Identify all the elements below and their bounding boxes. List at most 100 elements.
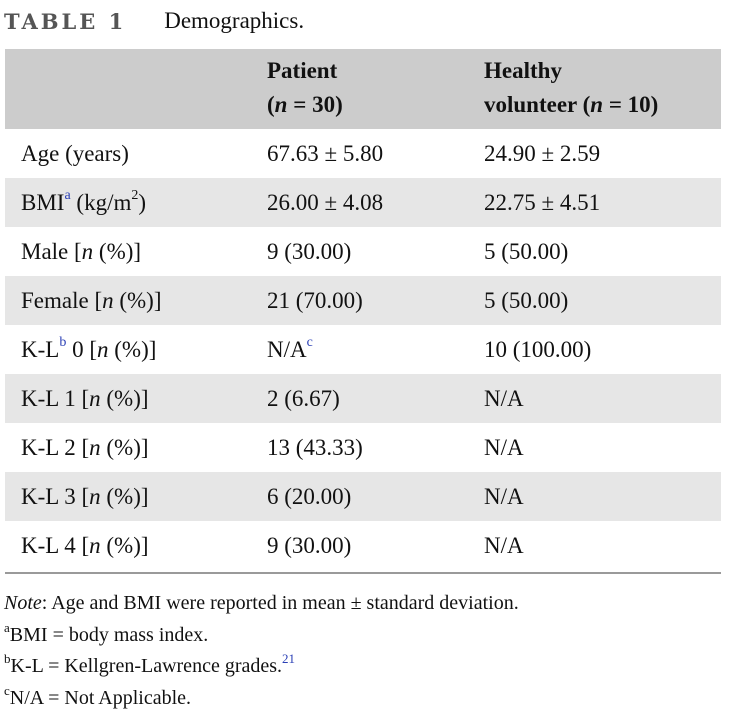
- row-label-text: (%)]: [100, 435, 149, 460]
- table-row: Age (years) 67.63 ± 5.80 24.90 ± 2.59: [5, 129, 721, 178]
- healthy-value: 24.90 ± 2.59: [484, 141, 601, 166]
- patient-cell: 9 (30.00): [267, 521, 351, 570]
- header-patient-count: = 30): [287, 92, 343, 117]
- row-label-variable: n: [97, 337, 109, 362]
- row-label-text: (%)]: [100, 484, 149, 509]
- row-label-text: (%)]: [100, 533, 149, 558]
- row-label-variable: n: [89, 533, 101, 558]
- healthy-cell: 5 (50.00): [484, 276, 568, 325]
- healthy-value: N/A: [484, 386, 524, 411]
- row-label-text: K-L: [21, 337, 60, 362]
- patient-cell: 21 (70.00): [267, 276, 363, 325]
- row-label-variable: n: [81, 239, 94, 264]
- row-label: Male [n (%)]: [21, 227, 141, 276]
- row-label-text: (%)]: [93, 239, 142, 264]
- demographics-table: Patient (n = 30) Healthy volunteer (n = …: [5, 49, 721, 570]
- patient-footnote-marker[interactable]: c: [306, 335, 313, 351]
- healthy-cell: N/A: [484, 472, 524, 521]
- header-patient: Patient (n = 30): [267, 54, 343, 122]
- healthy-cell: N/A: [484, 423, 524, 472]
- row-label-text: (%)]: [100, 386, 149, 411]
- note-c-marker: c: [4, 682, 10, 698]
- row-label-text: (%)]: [113, 288, 162, 313]
- row-label: Age (years): [21, 129, 129, 178]
- patient-cell: 2 (6.67): [267, 374, 340, 423]
- patient-value: 26.00 ± 4.08: [267, 190, 384, 215]
- patient-value: 2 (6.67): [267, 386, 340, 411]
- table-caption: TABLE 1 Demographics.: [4, 6, 304, 36]
- header-healthy-n: n: [590, 92, 604, 117]
- note-general: Note: Age and BMI were reported in mean …: [4, 588, 519, 620]
- healthy-value: N/A: [484, 484, 524, 509]
- healthy-value: 5 (50.00): [484, 239, 569, 264]
- row-label: Female [n (%)]: [21, 276, 162, 325]
- patient-cell: 26.00 ± 4.08: [267, 178, 383, 227]
- row-label: K-L 2 [n (%)]: [21, 423, 149, 472]
- row-label-text: (kg/m: [70, 190, 132, 215]
- healthy-value: N/A: [484, 533, 524, 558]
- note-b-reference-link[interactable]: 21: [282, 651, 296, 667]
- row-label-footnote-marker[interactable]: a: [64, 188, 71, 204]
- header-healthy-line2: volunteer (n = 10): [484, 88, 658, 122]
- note-c: cN/A = Not Applicable.: [4, 683, 519, 715]
- row-label-text: K-L 4 [: [21, 533, 90, 558]
- patient-value: N/A: [267, 337, 307, 362]
- healthy-value: 5 (50.00): [484, 288, 569, 313]
- row-label-variable: n: [89, 484, 101, 509]
- healthy-cell: N/A: [484, 521, 524, 570]
- table-header: Patient (n = 30) Healthy volunteer (n = …: [5, 49, 721, 129]
- row-label-text: K-L 1 [: [21, 386, 90, 411]
- table-row: K-Lb 0 [n (%)] N/Ac 10 (100.00): [5, 325, 721, 374]
- patient-value: 9 (30.00): [267, 239, 352, 264]
- table-row: K-L 2 [n (%)] 13 (43.33) N/A: [5, 423, 721, 472]
- note-c-text: N/A = Not Applicable.: [9, 686, 192, 709]
- header-healthy: Healthy volunteer (n = 10): [484, 54, 658, 122]
- healthy-cell: N/A: [484, 374, 524, 423]
- row-label-text: 0 [: [66, 337, 97, 362]
- table-row: BMIa (kg/m2) 26.00 ± 4.08 22.75 ± 4.51: [5, 178, 721, 227]
- row-label-text: Female [: [21, 288, 103, 313]
- header-healthy-line1: Healthy: [484, 58, 562, 83]
- healthy-cell: 22.75 ± 4.51: [484, 178, 600, 227]
- note-a: aBMI = body mass index.: [4, 620, 519, 652]
- note-b: bK-L = Kellgren-Lawrence grades.21: [4, 651, 519, 683]
- table-row: Female [n (%)] 21 (70.00) 5 (50.00): [5, 276, 721, 325]
- note-a-text: BMI = body mass index.: [9, 623, 209, 646]
- header-patient-line2: (n = 30): [267, 88, 343, 122]
- row-label: BMIa (kg/m2): [21, 178, 146, 227]
- patient-value: 9 (30.00): [267, 533, 352, 558]
- table-label: TABLE 1: [4, 8, 127, 34]
- healthy-value: 22.75 ± 4.51: [484, 190, 601, 215]
- row-label-text: Age (years): [21, 141, 129, 166]
- table-bottom-rule: [5, 572, 721, 574]
- table-row: K-L 3 [n (%)] 6 (20.00) N/A: [5, 472, 721, 521]
- patient-value: 67.63 ± 5.80: [267, 141, 384, 166]
- table-row: K-L 4 [n (%)] 9 (30.00) N/A: [5, 521, 721, 570]
- header-healthy-count: = 10): [603, 92, 659, 117]
- row-label-variable: n: [89, 435, 101, 460]
- patient-value: 21 (70.00): [267, 288, 363, 313]
- patient-cell: 13 (43.33): [267, 423, 363, 472]
- healthy-cell: 5 (50.00): [484, 227, 568, 276]
- note-text: : Age and BMI were reported in mean ± st…: [41, 592, 519, 614]
- note-label: Note: [4, 592, 42, 614]
- row-label: K-L 4 [n (%)]: [21, 521, 149, 570]
- patient-cell: 6 (20.00): [267, 472, 351, 521]
- row-label-text: BMI: [21, 190, 65, 215]
- healthy-value: N/A: [484, 435, 524, 460]
- row-label-text: K-L 3 [: [21, 484, 90, 509]
- healthy-value: 10 (100.00): [484, 337, 592, 362]
- header-patient-n: n: [274, 92, 288, 117]
- table-row: Male [n (%)] 9 (30.00) 5 (50.00): [5, 227, 721, 276]
- header-patient-paren: (: [267, 92, 275, 117]
- note-b-text: K-L = Kellgren-Lawrence grades.: [10, 655, 283, 677]
- row-label-exponent: 2: [131, 188, 139, 204]
- row-label: K-L 1 [n (%)]: [21, 374, 149, 423]
- table-notes: Note: Age and BMI were reported in mean …: [4, 588, 519, 714]
- healthy-cell: 10 (100.00): [484, 325, 591, 374]
- patient-cell: 9 (30.00): [267, 227, 351, 276]
- header-healthy-volunteer: volunteer (: [484, 92, 591, 117]
- row-label-footnote-marker[interactable]: b: [59, 335, 67, 351]
- table-body: Age (years) 67.63 ± 5.80 24.90 ± 2.59 BMIa …: [5, 129, 721, 570]
- table-row: K-L 1 [n (%)] 2 (6.67) N/A: [5, 374, 721, 423]
